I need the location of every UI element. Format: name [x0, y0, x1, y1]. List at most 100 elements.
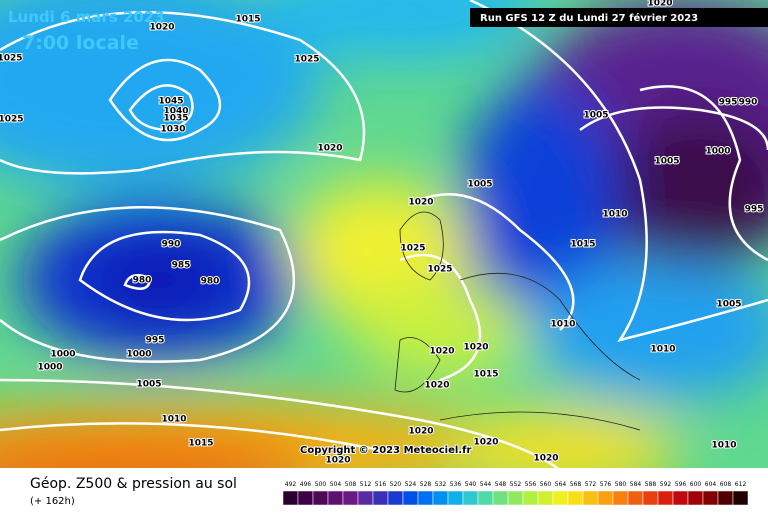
- scale-label: 552: [510, 481, 522, 488]
- copyright: Copyright © 2023 Meteociel.fr: [300, 445, 471, 456]
- scale-label: 564: [555, 481, 567, 488]
- isobar-label: 1020: [533, 454, 558, 464]
- scale-swatch: [717, 490, 734, 506]
- isobar-label: 1020: [317, 144, 342, 154]
- scale-swatch: [507, 490, 524, 506]
- scale-label: 600: [690, 481, 702, 488]
- isobar-label: 1010: [161, 415, 186, 425]
- isobar-label: 1005: [583, 111, 608, 121]
- scale-swatch: [432, 490, 449, 506]
- isobar-label: 1025: [427, 265, 452, 275]
- isobar-label: 1000: [37, 363, 62, 373]
- isobar-label: 1020: [473, 438, 498, 448]
- scale-label: 508: [345, 481, 357, 488]
- scale-label: 548: [495, 481, 507, 488]
- scale-swatch: [327, 490, 344, 506]
- isobar-label: 1015: [473, 370, 498, 380]
- isobar-label: 1010: [711, 441, 736, 451]
- color-scale: 492 496 500 504 508 512 516 520 524 528 532 536 540 5…: [282, 481, 749, 506]
- scale-label: 516: [375, 481, 387, 488]
- scale-swatch: [597, 490, 614, 506]
- scale-label: 520: [390, 481, 402, 488]
- scale-label: 536: [450, 481, 462, 488]
- isobar-label: 1000: [126, 350, 151, 360]
- scale-label: 496: [300, 481, 312, 488]
- isobar-label: 1020: [408, 198, 433, 208]
- scale-label: 544: [480, 481, 492, 488]
- isobar-label: 1005: [654, 157, 679, 167]
- isobar-label: 1005: [467, 180, 492, 190]
- isobar-label: 1020: [424, 381, 449, 391]
- isobar-label: 1035: [163, 114, 188, 124]
- scale-label: 572: [585, 481, 597, 488]
- scale-swatch: [312, 490, 329, 506]
- isobar-label: 1020: [149, 23, 174, 33]
- scale-swatch: [552, 490, 569, 506]
- scale-label: 556: [525, 481, 537, 488]
- scale-swatch: [462, 490, 479, 506]
- scale-swatch: [447, 490, 464, 506]
- scale-label: 592: [660, 481, 672, 488]
- scale-swatch: [492, 490, 509, 506]
- scale-label: 524: [405, 481, 417, 488]
- scale-swatch: [702, 490, 719, 506]
- scale-label: 568: [570, 481, 582, 488]
- scale-swatch: [297, 490, 314, 506]
- scale-label: 580: [615, 481, 627, 488]
- isobar-label: 1005: [136, 380, 161, 390]
- scale-swatch: [567, 490, 584, 506]
- isobar-label: 1010: [650, 345, 675, 355]
- isobar-label: 1020: [429, 347, 454, 357]
- isobar-label: 1045: [158, 97, 183, 107]
- isobar-label: 1000: [705, 147, 730, 157]
- scale-label: 596: [675, 481, 687, 488]
- scale-label: 512: [360, 481, 372, 488]
- isobar-label: 1020: [647, 0, 672, 9]
- isobar-label: 980: [133, 276, 152, 286]
- scale-label: 604: [705, 481, 717, 488]
- isobar-label: 1025: [294, 55, 319, 65]
- scale-label: 612: [735, 481, 747, 488]
- isobar-label: 995: [146, 336, 165, 346]
- isobar-label: 1010: [602, 210, 627, 220]
- scale-label: 560: [540, 481, 552, 488]
- isobar-label: 1020: [463, 343, 488, 353]
- scale-label: 576: [600, 481, 612, 488]
- map-time: 7:00 locale: [22, 32, 139, 54]
- scale-swatch: [417, 490, 434, 506]
- isobar-label: 1040: [163, 107, 188, 117]
- scale-label: 492: [285, 481, 297, 488]
- isobar-label: 985: [172, 261, 191, 271]
- isobar-label: 1015: [188, 439, 213, 449]
- isobar-label: 990: [162, 240, 181, 250]
- scale-swatch: [372, 490, 389, 506]
- isobar-label: 1020: [408, 427, 433, 437]
- isobar-label: 1025: [0, 54, 23, 64]
- scale-label: 588: [645, 481, 657, 488]
- scale-swatch: [387, 490, 404, 506]
- scale-label: 504: [330, 481, 342, 488]
- isobar-label: 1000: [50, 350, 75, 360]
- scale-swatch: [687, 490, 704, 506]
- isobar-label: 995: [719, 98, 738, 108]
- scale-swatch: [282, 490, 299, 506]
- map-date: Lundi 6 mars 2023: [8, 8, 165, 26]
- scale-swatch: [537, 490, 554, 506]
- isobar-label: 990: [739, 98, 758, 108]
- scale-swatch: [477, 490, 494, 506]
- isobar-label: 1015: [570, 240, 595, 250]
- isobar-label: 1025: [0, 115, 24, 125]
- isobar-label: 1030: [160, 125, 185, 135]
- scale-swatch: [342, 490, 359, 506]
- scale-swatch: [402, 490, 419, 506]
- scale-label: 500: [315, 481, 327, 488]
- scale-label: 532: [435, 481, 447, 488]
- scale-swatch: [672, 490, 689, 506]
- footer-title: Géop. Z500 & pression au sol: [30, 476, 237, 492]
- isobar-label: 1025: [400, 244, 425, 254]
- scale-swatch: [612, 490, 629, 506]
